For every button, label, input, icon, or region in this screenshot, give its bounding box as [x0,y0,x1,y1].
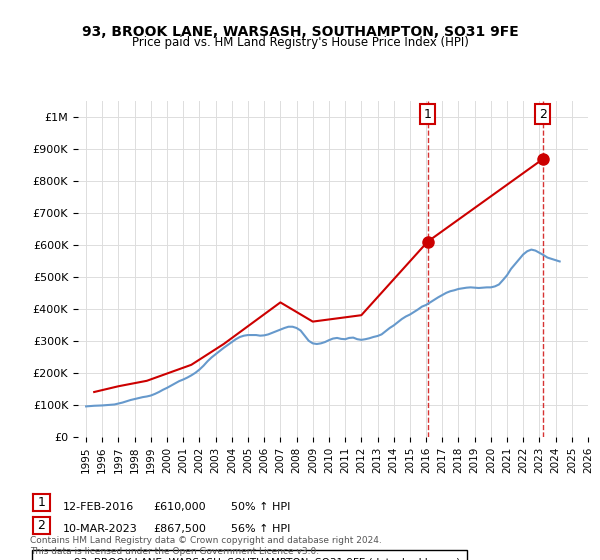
Text: 1: 1 [424,108,431,121]
Text: Contains HM Land Registry data © Crown copyright and database right 2024.
This d: Contains HM Land Registry data © Crown c… [30,536,382,556]
Text: 56% ↑ HPI: 56% ↑ HPI [231,524,290,534]
Text: 10-MAR-2023: 10-MAR-2023 [63,524,138,534]
Text: 12-FEB-2016: 12-FEB-2016 [63,502,134,512]
Text: 50% ↑ HPI: 50% ↑ HPI [231,502,290,512]
Text: 93, BROOK LANE, WARSASH, SOUTHAMPTON, SO31 9FE: 93, BROOK LANE, WARSASH, SOUTHAMPTON, SO… [82,25,518,39]
Text: Price paid vs. HM Land Registry's House Price Index (HPI): Price paid vs. HM Land Registry's House … [131,36,469,49]
Text: 1: 1 [37,496,46,510]
Legend: 93, BROOK LANE, WARSASH, SOUTHAMPTON, SO31 9FE (detached house), HPI: Average pr: 93, BROOK LANE, WARSASH, SOUTHAMPTON, SO… [32,550,467,560]
Text: 2: 2 [37,519,46,532]
Text: £610,000: £610,000 [153,502,206,512]
Text: 2: 2 [539,108,547,121]
Text: £867,500: £867,500 [153,524,206,534]
